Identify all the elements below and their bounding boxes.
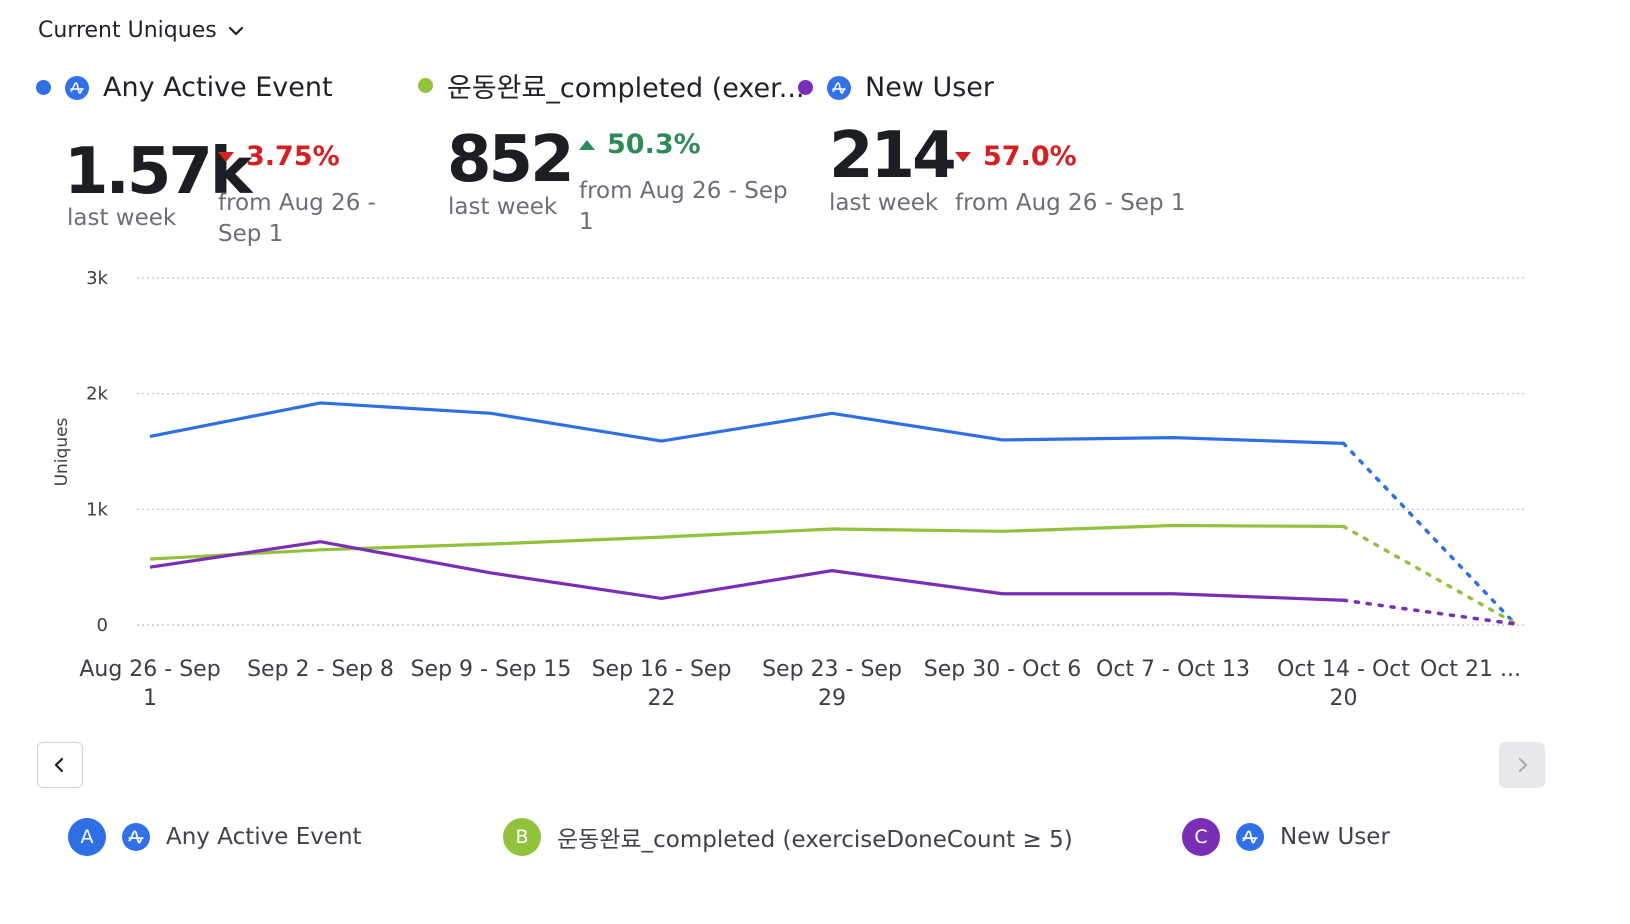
metric-dropdown-label: Current Uniques <box>38 18 217 43</box>
series-b-dot <box>418 78 433 93</box>
amplitude-icon <box>827 75 851 100</box>
triangle-up-icon <box>579 139 595 150</box>
series-line-a[interactable] <box>149 401 1344 446</box>
legend-label: New User <box>865 72 995 103</box>
bottom-legend-b[interactable]: B 운동완료_completed (exerciseDoneCount ≥ 5) <box>503 818 1073 856</box>
from-line-1: from Aug 26 - Sep 1 <box>955 190 1186 216</box>
data-point[interactable] <box>654 433 670 449</box>
data-point[interactable] <box>483 536 499 552</box>
summary-period-c: last week <box>829 190 939 216</box>
legend-item-a[interactable]: Any Active Event <box>36 72 333 103</box>
legend-label: 운동완료_completed (exer... <box>447 73 805 104</box>
summary-period-a: last week <box>67 205 177 231</box>
x-tick-label: Oct 21 ... <box>1420 657 1521 682</box>
x-tick-label: Sep 2 - Sep 8 <box>247 657 394 682</box>
next-page-button[interactable] <box>1499 742 1545 788</box>
summary-from-a: from Aug 26 - Sep 1 <box>218 188 376 250</box>
data-point[interactable] <box>824 521 840 537</box>
bottom-legend-a[interactable]: A Any Active Event <box>68 818 362 856</box>
triangle-down-icon <box>218 151 234 162</box>
series-a-dot <box>36 80 51 95</box>
data-point[interactable] <box>1165 586 1181 602</box>
summary-from-b: from Aug 26 - Sep 1 <box>579 176 788 238</box>
series-letter-badge: A <box>68 818 106 856</box>
line-chart: 0 1k 2k 3k Uniques Aug 26 - Sep 1 Sep 2 - Sep… <box>52 268 1525 711</box>
from-line-1: from Aug 26 - Sep <box>579 178 788 204</box>
data-point[interactable] <box>1336 592 1352 608</box>
x-tick-label: Sep 23 - Sep 29 <box>762 657 902 711</box>
summary-from-c: from Aug 26 - Sep 1 <box>955 188 1186 219</box>
from-line-1: from Aug 26 - <box>218 190 376 216</box>
chevron-right-icon <box>1518 757 1528 773</box>
chevron-left-icon <box>54 757 64 773</box>
data-point[interactable] <box>995 523 1011 539</box>
x-tick-label: Aug 26 - Sep 1 <box>79 657 220 711</box>
change-value: 57.0% <box>983 141 1077 172</box>
series-incomplete-segment-b[interactable] <box>1341 524 1516 625</box>
bottom-legend-label: 운동완료_completed (exerciseDoneCount ≥ 5) <box>557 827 1073 853</box>
legend-item-c[interactable]: New User <box>798 72 994 103</box>
triangle-down-icon <box>955 151 971 162</box>
change-value: 50.3% <box>607 129 701 160</box>
series-line-c[interactable] <box>149 540 1344 602</box>
summary-value-b: 852 <box>447 123 575 197</box>
series-incomplete-segment-a[interactable] <box>1341 441 1516 625</box>
data-point[interactable] <box>995 586 1011 602</box>
from-line-2: 1 <box>579 209 594 235</box>
x-tick-label: Sep 30 - Oct 6 <box>924 657 1081 682</box>
summary-change-b: 50.3% <box>579 129 701 160</box>
change-value: 3.75% <box>246 141 340 172</box>
bottom-legend-label: New User <box>1280 824 1390 850</box>
amplitude-icon <box>1236 823 1264 851</box>
data-point[interactable] <box>654 590 670 606</box>
data-point[interactable] <box>995 432 1011 448</box>
series-line-b[interactable] <box>149 523 1344 561</box>
series-incomplete-segment-c[interactable] <box>1341 598 1516 626</box>
from-line-2: Sep 1 <box>218 221 284 247</box>
x-tick-label: Oct 14 - Oct 20 <box>1277 657 1410 711</box>
legend-label: Any Active Event <box>103 72 333 103</box>
data-point[interactable] <box>1165 430 1181 446</box>
series-letter-badge: B <box>503 818 541 856</box>
x-tick-label: Sep 9 - Sep 15 <box>411 657 572 682</box>
data-point[interactable] <box>1336 435 1352 451</box>
metric-dropdown[interactable]: Current Uniques <box>38 18 245 43</box>
summary-change-a: 3.75% <box>218 141 340 172</box>
data-point[interactable] <box>824 405 840 421</box>
series-c-dot <box>798 80 813 95</box>
data-point[interactable] <box>483 405 499 421</box>
amplitude-icon <box>65 75 89 100</box>
amplitude-icon <box>122 823 150 851</box>
summary-change-c: 57.0% <box>955 141 1077 172</box>
data-point[interactable] <box>142 559 158 575</box>
data-point[interactable] <box>313 534 329 550</box>
x-tick-label: Oct 7 - Oct 13 <box>1096 657 1250 682</box>
summary-value-a: 1.57k <box>64 135 252 209</box>
prev-page-button[interactable] <box>37 742 83 788</box>
y-tick-label: 1k <box>86 499 108 520</box>
x-tick-label: Sep 16 - Sep 22 <box>592 657 732 711</box>
summary-period-b: last week <box>448 194 558 220</box>
y-tick-label: 3k <box>86 268 108 289</box>
data-point[interactable] <box>142 428 158 444</box>
y-axis-label: Uniques <box>52 417 72 486</box>
data-point[interactable] <box>654 529 670 545</box>
series-letter-badge: C <box>1182 818 1220 856</box>
bottom-legend-label: Any Active Event <box>166 824 362 850</box>
summary-value-c: 214 <box>829 119 957 193</box>
data-point[interactable] <box>483 565 499 581</box>
data-point[interactable] <box>1336 518 1352 534</box>
y-tick-label: 2k <box>86 384 108 405</box>
chevron-down-icon <box>228 26 243 35</box>
data-point[interactable] <box>1165 518 1181 534</box>
bottom-legend-c[interactable]: C New User <box>1182 818 1390 856</box>
y-tick-label: 0 <box>97 615 108 636</box>
data-point[interactable] <box>313 395 329 411</box>
legend-item-b[interactable]: 운동완료_completed (exer... <box>418 66 805 105</box>
data-point[interactable] <box>1506 616 1522 632</box>
data-point[interactable] <box>824 563 840 579</box>
